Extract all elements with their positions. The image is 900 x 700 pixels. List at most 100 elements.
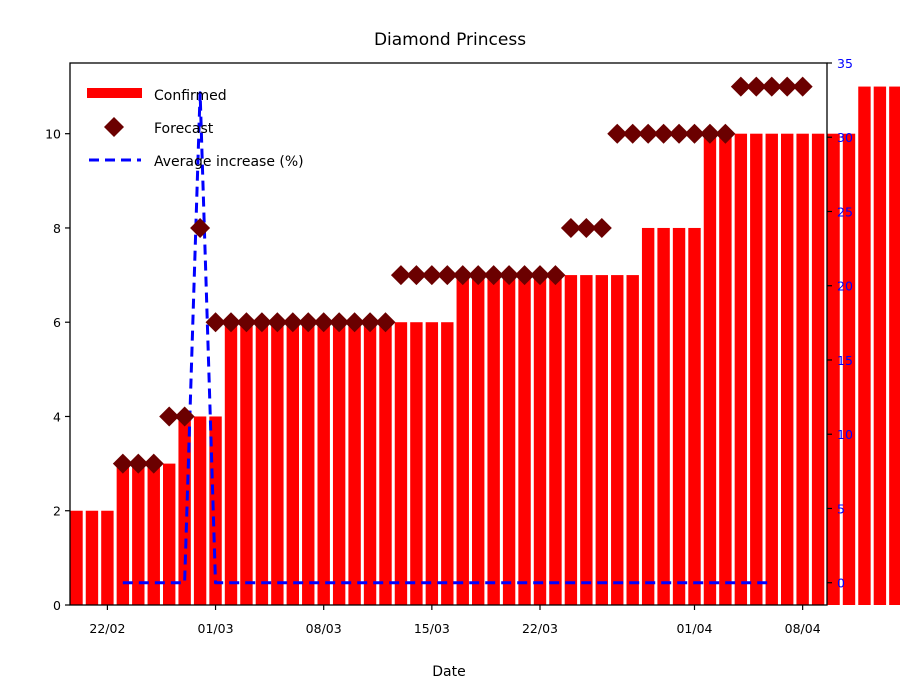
forecast-marker <box>360 312 381 333</box>
confirmed-bar <box>595 275 608 605</box>
forecast-marker <box>530 265 550 286</box>
forecast-marker <box>684 123 705 144</box>
confirmed-bar <box>240 322 253 605</box>
x-tick-label: 01/04 <box>676 621 712 636</box>
bars-group <box>70 86 900 606</box>
forecast-marker <box>669 123 690 144</box>
forecast-marker <box>329 312 350 333</box>
confirmed-bar <box>796 133 809 605</box>
confirmed-bar <box>209 416 222 605</box>
confirmed-bar <box>533 275 547 605</box>
forecast-marker <box>452 265 473 286</box>
average-line-group <box>122 91 772 585</box>
forecast-marker <box>437 265 458 286</box>
legend: Confirmed Forecast Average increase (%) <box>87 88 304 170</box>
forecast-marker <box>174 406 195 427</box>
y2-tick-label: 20 <box>837 279 853 294</box>
legend-confirmed-swatch <box>87 88 142 98</box>
forecast-marker <box>251 312 272 333</box>
legend-confirmed-label: Confirmed <box>154 88 227 104</box>
confirmed-bar <box>781 133 794 605</box>
confirmed-bar <box>688 227 701 605</box>
forecast-marker <box>267 312 288 333</box>
confirmed-bar <box>286 322 299 605</box>
confirmed-bar <box>132 463 145 605</box>
forecast-marker <box>483 265 504 286</box>
y-tick-label: 8 <box>53 221 61 236</box>
forecast-marker <box>421 265 442 286</box>
confirmed-bar <box>302 322 315 605</box>
confirmed-bar <box>472 275 485 605</box>
forecast-marker <box>777 76 798 97</box>
confirmed-bar <box>224 322 238 605</box>
forecast-marker <box>545 265 566 286</box>
confirmed-bar <box>163 463 176 605</box>
forecast-marker <box>159 406 180 427</box>
forecast-markers-group <box>112 76 813 474</box>
confirmed-bar <box>549 275 562 605</box>
axes-group: 0 2 4 6 8 10 0 5 10 15 20 25 30 35 22/02 01/03 08/03 15/0… <box>45 56 853 636</box>
confirmed-bar <box>657 227 670 605</box>
confirmed-bar <box>873 86 887 606</box>
y2-tick-label: 25 <box>837 204 853 219</box>
forecast-marker <box>143 453 164 474</box>
confirmed-bar <box>379 322 392 605</box>
forecast-marker <box>190 217 211 238</box>
forecast-marker <box>607 123 628 144</box>
forecast-marker <box>406 265 427 286</box>
legend-forecast-marker <box>104 117 124 137</box>
forecast-marker <box>730 76 751 97</box>
y2-tick-label: 0 <box>837 576 845 591</box>
forecast-marker <box>653 123 674 144</box>
confirmed-bar <box>348 322 361 605</box>
x-tick-label: 15/03 <box>414 621 450 636</box>
confirmed-bar <box>441 322 454 605</box>
forecast-marker <box>236 312 257 333</box>
confirmed-bar <box>317 322 330 605</box>
confirmed-bar <box>626 275 639 605</box>
forecast-marker <box>128 453 149 474</box>
confirmed-bar <box>70 510 83 605</box>
confirmed-bar <box>734 133 748 605</box>
confirmed-bar <box>255 322 269 605</box>
average-increase-line <box>122 91 772 585</box>
confirmed-bar <box>703 133 717 605</box>
x-tick-label: 22/02 <box>89 621 125 636</box>
forecast-marker <box>576 217 597 238</box>
confirmed-bar <box>456 275 469 605</box>
confirmed-bar <box>502 275 516 605</box>
confirmed-bar <box>425 322 439 605</box>
confirmed-bar <box>193 416 207 605</box>
confirmed-bar <box>842 133 856 605</box>
confirmed-bar <box>858 86 871 606</box>
forecast-marker <box>560 217 581 238</box>
confirmed-bar <box>101 510 114 605</box>
legend-forecast-label: Forecast <box>154 121 214 137</box>
forecast-marker <box>221 312 241 333</box>
legend-average-label: Average increase (%) <box>154 154 304 170</box>
confirmed-bar <box>332 322 346 605</box>
plot-frame <box>69 62 828 606</box>
y-tick-label: 6 <box>53 315 61 330</box>
confirmed-bar <box>564 275 578 605</box>
y2-tick-label: 15 <box>837 353 853 368</box>
forecast-marker <box>205 312 226 333</box>
confirmed-bar <box>116 463 130 605</box>
confirmed-bar <box>85 510 99 605</box>
y-tick-label: 2 <box>53 504 61 519</box>
y2-tick-label: 30 <box>837 130 853 145</box>
forecast-marker <box>591 217 612 238</box>
confirmed-bar <box>750 133 763 605</box>
confirmed-bar <box>765 133 778 605</box>
forecast-marker <box>761 76 782 97</box>
confirmed-bar <box>518 275 531 605</box>
y2-tick-label: 35 <box>837 56 853 71</box>
confirmed-bar <box>580 275 593 605</box>
y-tick-label: 10 <box>45 127 61 142</box>
confirmed-bar <box>410 322 423 605</box>
forecast-marker <box>390 265 411 286</box>
confirmed-bar <box>147 463 160 605</box>
confirmed-bar <box>827 133 840 605</box>
x-tick-label: 08/04 <box>785 621 821 636</box>
forecast-marker <box>344 312 365 333</box>
